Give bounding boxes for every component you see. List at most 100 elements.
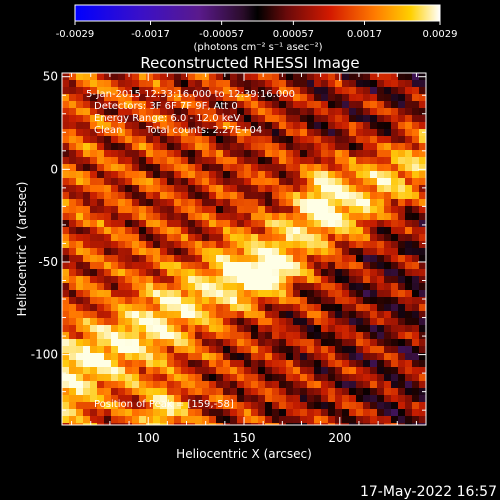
- heatmap-cell: [216, 276, 224, 284]
- heatmap-cell: [251, 115, 259, 123]
- heatmap-cell: [132, 325, 140, 333]
- heatmap-cell: [258, 87, 266, 95]
- heatmap-cell: [398, 136, 406, 144]
- heatmap-cell: [230, 346, 238, 354]
- heatmap-cell: [90, 94, 98, 102]
- heatmap-cell: [146, 227, 154, 235]
- heatmap-cell: [195, 290, 203, 298]
- heatmap-cell: [405, 346, 413, 354]
- heatmap-cell: [167, 339, 175, 347]
- colorbar-tick-label: 0.00057: [273, 29, 314, 40]
- heatmap-cell: [384, 122, 392, 130]
- heatmap-cell: [167, 388, 175, 396]
- heatmap-cell: [160, 304, 168, 312]
- heatmap-cell: [370, 136, 378, 144]
- heatmap-cell: [293, 87, 301, 95]
- heatmap-cell: [76, 213, 84, 221]
- heatmap-cell: [118, 325, 126, 333]
- heatmap-cell: [335, 423, 343, 425]
- heatmap-cell: [160, 115, 168, 123]
- heatmap-cell: [125, 304, 133, 312]
- heatmap-cell: [307, 178, 315, 186]
- heatmap-cell: [335, 206, 343, 214]
- heatmap-cell: [370, 255, 378, 263]
- heatmap-cell: [188, 80, 196, 88]
- heatmap-cell: [328, 101, 336, 109]
- heatmap-cell: [174, 129, 182, 137]
- heatmap-cell: [188, 101, 196, 109]
- heatmap-cell: [258, 115, 266, 123]
- heatmap-cell: [384, 157, 392, 165]
- heatmap-cell: [118, 73, 126, 81]
- heatmap-cell: [356, 283, 364, 291]
- heatmap-cell: [384, 276, 392, 284]
- heatmap-cell: [370, 192, 378, 200]
- heatmap-cell: [216, 199, 224, 207]
- heatmap-cell: [307, 332, 315, 340]
- heatmap-cell: [342, 290, 350, 298]
- heatmap-cell: [216, 213, 224, 221]
- colorbar-tick-label: -0.0017: [131, 29, 170, 40]
- heatmap-cell: [76, 339, 84, 347]
- heatmap-cell: [335, 297, 343, 305]
- heatmap-cell: [419, 395, 426, 403]
- heatmap-cell: [251, 80, 259, 88]
- heatmap-cell: [293, 213, 301, 221]
- heatmap-cell: [405, 262, 413, 270]
- heatmap-cell: [321, 171, 329, 179]
- x-axis-label: Heliocentric X (arcsec): [176, 447, 312, 461]
- heatmap-cell: [391, 129, 399, 137]
- heatmap-cell: [265, 423, 273, 425]
- heatmap-cell: [321, 255, 329, 263]
- heatmap-cell: [279, 157, 287, 165]
- heatmap-cell: [300, 374, 308, 382]
- heatmap-cell: [398, 255, 406, 263]
- heatmap-cell: [349, 164, 357, 172]
- heatmap-cell: [349, 171, 357, 179]
- heatmap-cell: [76, 234, 84, 242]
- heatmap-cell: [139, 381, 147, 389]
- heatmap-cell: [209, 185, 217, 193]
- heatmap-cell: [244, 227, 252, 235]
- heatmap-cell: [188, 143, 196, 151]
- heatmap-cell: [377, 143, 385, 151]
- heatmap-cell: [300, 297, 308, 305]
- heatmap-cell: [188, 269, 196, 277]
- annotation-total-counts: Total counts: 2.27E+04: [145, 125, 262, 136]
- heatmap-cell: [125, 402, 133, 410]
- colorbar-units-label: (photons cm⁻² s⁻¹ asec⁻²): [193, 42, 322, 53]
- heatmap-cell: [279, 297, 287, 305]
- heatmap-cell: [279, 311, 287, 319]
- heatmap-cell: [384, 199, 392, 207]
- heatmap-cell: [90, 206, 98, 214]
- heatmap-cell: [76, 262, 84, 270]
- heatmap-cell: [293, 129, 301, 137]
- heatmap-cell: [111, 332, 119, 340]
- heatmap-cell: [293, 241, 301, 249]
- heatmap-cell: [104, 206, 112, 214]
- heatmap-cell: [90, 276, 98, 284]
- heatmap-cell: [188, 304, 196, 312]
- heatmap-cell: [209, 206, 217, 214]
- heatmap-cell: [370, 164, 378, 172]
- heatmap-cell: [195, 381, 203, 389]
- heatmap-cell: [342, 80, 350, 88]
- heatmap-cell: [370, 220, 378, 228]
- heatmap-cell: [83, 339, 91, 347]
- heatmap-cell: [419, 248, 426, 256]
- heatmap-cell: [118, 157, 126, 165]
- heatmap-cell: [195, 150, 203, 158]
- heatmap-cell: [307, 171, 315, 179]
- heatmap-cell: [90, 87, 98, 95]
- heatmap-cell: [69, 234, 77, 242]
- heatmap-cell: [83, 164, 91, 172]
- heatmap-cell: [370, 416, 378, 424]
- heatmap-cell: [153, 220, 161, 228]
- heatmap-cell: [223, 374, 231, 382]
- heatmap-cell: [181, 157, 189, 165]
- heatmap-cell: [181, 115, 189, 123]
- heatmap-cell: [209, 374, 217, 382]
- heatmap-cell: [244, 395, 252, 403]
- heatmap-cell: [314, 178, 322, 186]
- heatmap-cell: [405, 157, 413, 165]
